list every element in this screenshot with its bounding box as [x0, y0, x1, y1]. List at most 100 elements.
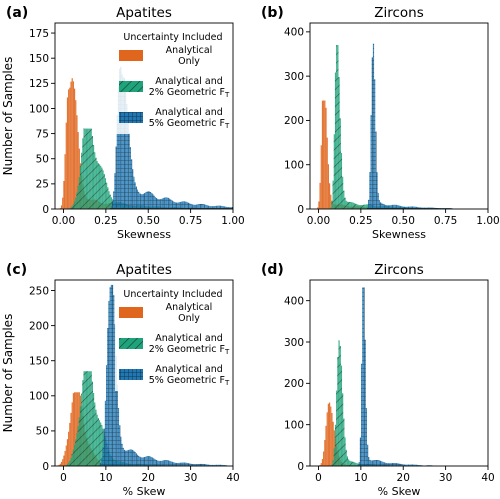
histogram-bar-hatch	[350, 202, 352, 209]
histogram-bar-hatch	[120, 436, 122, 466]
histogram-bar-hatch	[190, 203, 192, 209]
histogram-bar-hatch	[140, 194, 142, 209]
histogram-bar-hatch	[219, 464, 222, 466]
histogram-bar-hatch	[385, 205, 388, 209]
series-3	[109, 66, 233, 209]
histogram-bar	[73, 88, 76, 209]
x-tick-label: 0	[60, 472, 67, 484]
histogram-bar-hatch	[100, 463, 102, 466]
histogram-bar-hatch	[355, 462, 357, 466]
histogram-bar-hatch	[75, 197, 77, 209]
histogram-bar-hatch	[342, 393, 344, 466]
histogram-bar-hatch	[390, 205, 392, 209]
chart-title: Apatites	[116, 5, 172, 21]
histogram-bar-hatch	[71, 206, 73, 209]
histogram-bar-hatch	[158, 460, 160, 466]
histogram-bar-hatch	[356, 463, 358, 466]
histogram-bar-hatch	[70, 457, 72, 466]
histogram-bar-hatch	[113, 191, 115, 209]
histogram-bar-hatch	[121, 443, 123, 466]
histogram-bar	[330, 406, 332, 466]
histogram-bar-hatch	[142, 193, 144, 209]
histogram-bar-hatch	[336, 390, 338, 466]
histogram-bar-hatch	[211, 464, 213, 466]
histogram-bar-hatch	[372, 460, 375, 466]
histogram-bar-hatch	[214, 206, 216, 209]
histogram-bar-hatch	[344, 197, 346, 209]
histogram-bar-hatch	[403, 464, 405, 466]
histogram-bar-hatch	[189, 203, 191, 209]
histogram-bar-hatch	[68, 462, 70, 466]
histogram-bar-hatch	[202, 204, 204, 209]
histogram-bar-hatch	[187, 463, 190, 466]
histogram-bar-hatch	[77, 185, 79, 209]
histogram-bar	[65, 445, 67, 466]
histogram-bar-hatch	[375, 460, 377, 466]
histogram-bar-hatch	[200, 463, 203, 466]
histogram-bar-hatch	[122, 77, 124, 209]
histogram-bar-hatch	[149, 456, 152, 466]
histogram-bar-hatch	[342, 176, 344, 209]
histogram-bar-hatch	[209, 205, 211, 209]
histogram-bar-hatch	[380, 202, 382, 209]
histogram-bar-hatch	[115, 146, 117, 209]
histogram-bar-hatch	[419, 207, 421, 209]
histogram-bar-hatch	[353, 462, 356, 466]
histogram-bar-hatch	[114, 324, 116, 466]
histogram-bar-hatch	[164, 460, 166, 466]
histogram-bar-hatch	[338, 77, 340, 209]
histogram-bar-hatch	[221, 464, 223, 466]
histogram-bar-hatch	[190, 463, 192, 466]
histogram-bar-hatch	[168, 198, 171, 209]
histogram-bar-hatch	[148, 191, 150, 209]
histogram-bar-hatch	[132, 449, 134, 466]
histogram-bar-hatch	[101, 425, 103, 466]
histogram-bar-hatch	[395, 463, 397, 466]
histogram-bar-hatch	[89, 128, 91, 209]
histogram-bar-hatch	[357, 204, 359, 209]
y-tick-label: 0	[297, 204, 304, 216]
histogram-bar-hatch	[142, 457, 144, 466]
histogram-bar-hatch	[198, 204, 200, 209]
histogram-bar-hatch	[78, 177, 80, 209]
histogram-bar-hatch	[117, 86, 120, 209]
histogram-bar-hatch	[417, 207, 420, 209]
histogram-bar-hatch	[155, 460, 158, 466]
histogram-bar-hatch	[184, 462, 186, 466]
histogram-bar-hatch	[91, 381, 93, 466]
legend-entry: Analytical and 2% Geometric FT	[149, 76, 230, 99]
series-3	[358, 287, 433, 466]
histogram-bar-hatch	[134, 452, 136, 466]
y-tick-label: 0	[297, 461, 304, 473]
histogram-bars	[318, 287, 433, 466]
histogram-bar-hatch	[125, 450, 127, 466]
y-tick-label: 150	[29, 53, 49, 65]
histogram-bar-hatch	[409, 206, 411, 209]
x-tick-label: 20	[142, 472, 155, 484]
histogram-bar-hatch	[160, 460, 162, 466]
histogram-bar-hatch	[185, 462, 187, 466]
axes-frame	[309, 279, 489, 467]
histogram-bar-hatch	[340, 153, 343, 209]
histogram-bar-hatch	[378, 460, 381, 466]
histogram-bar-hatch	[371, 460, 373, 466]
histogram-bar-hatch	[191, 204, 193, 209]
histogram-bar-hatch	[120, 66, 122, 209]
histogram-bar-hatch	[183, 462, 185, 466]
histogram-bar	[66, 97, 69, 209]
axes-frame	[54, 279, 234, 467]
histogram-bar-hatch	[332, 180, 334, 209]
histogram-bar-hatch	[92, 144, 95, 209]
histogram-bar-hatch	[394, 463, 396, 466]
histogram-bar-hatch	[345, 449, 347, 466]
histogram-bar-hatch	[402, 206, 404, 209]
y-tick-label: 400	[284, 27, 304, 39]
histogram-bar-hatch	[435, 207, 437, 209]
histogram-bar	[76, 115, 78, 209]
histogram-bar	[69, 87, 71, 209]
histogram-bar-hatch	[224, 206, 226, 209]
histogram-bar-hatch	[189, 463, 191, 466]
histogram-bar-hatch	[176, 202, 178, 209]
histogram-bar-hatch	[359, 205, 362, 209]
histogram-bar	[59, 463, 61, 466]
